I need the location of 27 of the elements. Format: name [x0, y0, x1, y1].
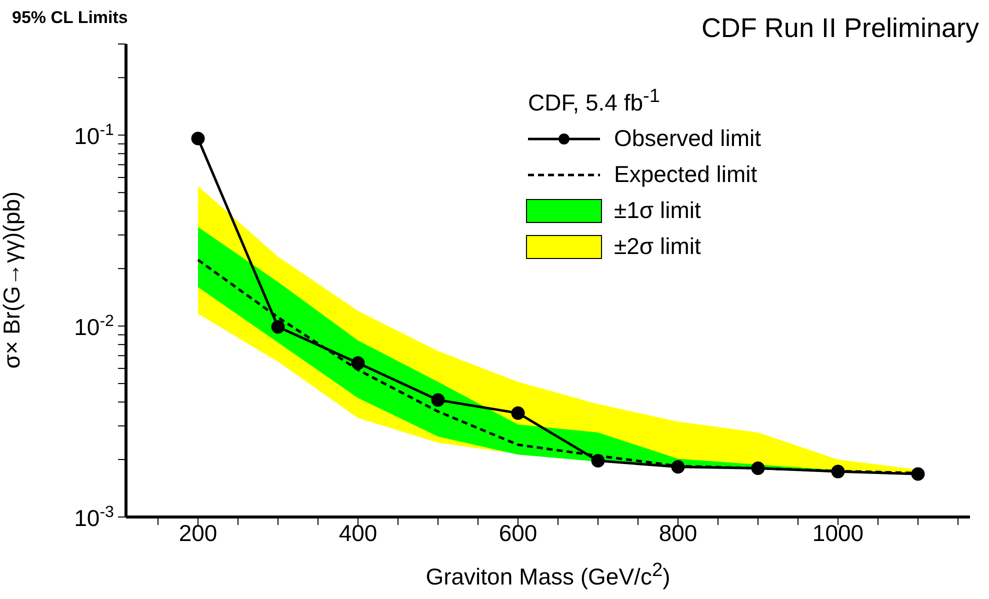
point [911, 467, 925, 481]
legend-label: Observed limit [614, 125, 761, 152]
x-tick-label: 600 [498, 520, 538, 546]
point [271, 320, 285, 334]
point [191, 132, 205, 146]
point [511, 406, 525, 420]
y-tick-label: 10$^{-1}$ [74, 121, 114, 150]
point [831, 464, 845, 478]
point [671, 460, 685, 474]
legend-label: ±1σ limit [614, 197, 701, 224]
y-axis-title: σ× Br(G→γγ)(pb) [0, 191, 26, 369]
x-axis-title: Graviton Mass (GeV/c$^{2}$) [424, 560, 672, 591]
chart-title: 95% CL Limits [12, 8, 128, 28]
x-tick-label: 800 [658, 520, 698, 546]
x-tick-label: 1000 [812, 520, 864, 546]
legend-label: ±2σ limit [614, 233, 701, 260]
y-tick-label: 10$^{-2}$ [74, 312, 114, 340]
point [751, 462, 765, 476]
x-tick-label: 200 [178, 520, 218, 546]
point [431, 393, 445, 407]
x-tick-label: 400 [338, 520, 378, 546]
legend-title: CDF, 5.4 fb$^{-1}$ [528, 86, 662, 117]
y-tick-label: 10$^{-3}$ [74, 503, 114, 531]
point [591, 454, 605, 468]
chart-subtitle: CDF Run II Preliminary [701, 13, 979, 44]
point [351, 356, 365, 370]
legend-label: Expected limit [614, 161, 758, 188]
